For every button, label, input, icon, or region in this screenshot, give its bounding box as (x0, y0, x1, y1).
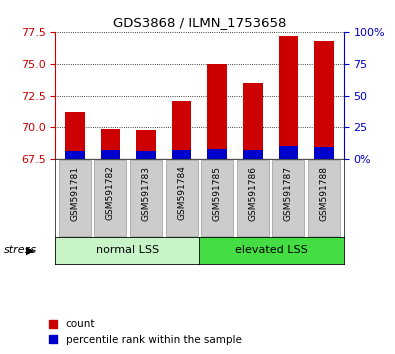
FancyBboxPatch shape (201, 160, 233, 236)
Text: GSM591784: GSM591784 (177, 166, 186, 221)
Title: GDS3868 / ILMN_1753658: GDS3868 / ILMN_1753658 (113, 16, 286, 29)
Bar (207, 64, 227, 159)
FancyBboxPatch shape (166, 160, 198, 236)
Bar (243, 150, 263, 159)
FancyBboxPatch shape (130, 160, 162, 236)
Text: elevated LSS: elevated LSS (235, 245, 308, 256)
FancyBboxPatch shape (237, 160, 269, 236)
Bar (136, 130, 156, 159)
Bar (279, 146, 298, 159)
FancyBboxPatch shape (59, 160, 91, 236)
Bar (101, 150, 120, 159)
Text: GSM591786: GSM591786 (248, 166, 258, 221)
Bar (136, 151, 156, 159)
Text: GSM591788: GSM591788 (320, 166, 329, 221)
Text: GSM591781: GSM591781 (70, 166, 79, 221)
Bar (279, 36, 298, 159)
Bar (243, 83, 263, 159)
Text: stress: stress (4, 245, 37, 256)
FancyBboxPatch shape (308, 160, 340, 236)
FancyBboxPatch shape (94, 160, 126, 236)
Text: GSM591787: GSM591787 (284, 166, 293, 221)
Legend: count, percentile rank within the sample: count, percentile rank within the sample (45, 315, 246, 349)
Bar (65, 112, 85, 159)
Bar (314, 147, 334, 159)
Text: normal LSS: normal LSS (96, 245, 159, 256)
Text: GSM591783: GSM591783 (141, 166, 150, 221)
FancyBboxPatch shape (273, 160, 305, 236)
Text: ▶: ▶ (26, 245, 34, 256)
Text: GSM591782: GSM591782 (106, 166, 115, 221)
Bar (101, 129, 120, 159)
Bar (172, 150, 192, 159)
Bar (172, 101, 192, 159)
Text: GSM591785: GSM591785 (213, 166, 222, 221)
Bar (65, 151, 85, 159)
Bar (207, 149, 227, 159)
Bar (314, 41, 334, 159)
